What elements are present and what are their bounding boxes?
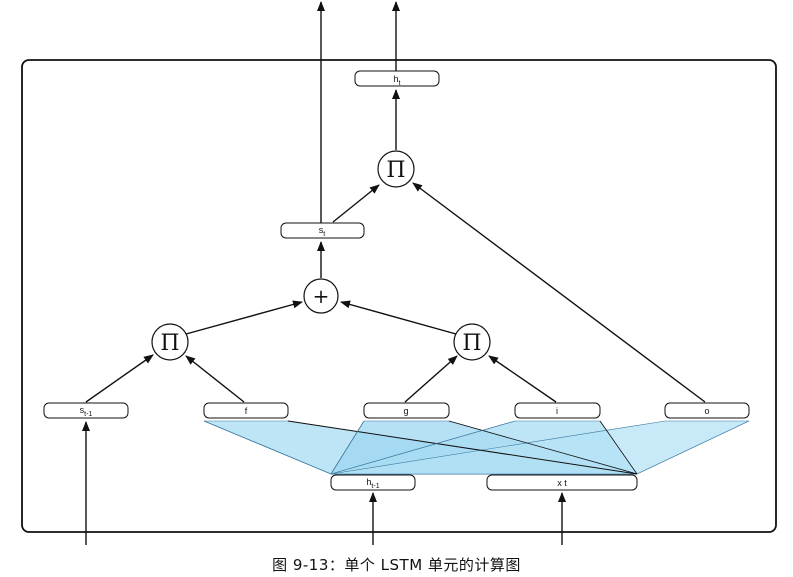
svg-text:i: i xyxy=(556,406,558,416)
operator-product-top: Π xyxy=(377,150,415,188)
node-g: g xyxy=(363,402,450,419)
svg-text:Π: Π xyxy=(386,158,405,183)
node-o: o xyxy=(664,402,750,419)
svg-text:x t: x t xyxy=(557,478,567,488)
edge-i-to-prodright xyxy=(488,355,557,403)
svg-text:Π: Π xyxy=(160,331,179,356)
svg-text:ht-1: ht-1 xyxy=(366,477,379,490)
edge-st-to-prodtop xyxy=(332,184,380,223)
svg-text:st: st xyxy=(319,225,326,238)
svg-text:st-1: st-1 xyxy=(80,405,93,418)
svg-text:g: g xyxy=(403,406,408,416)
svg-text:f: f xyxy=(245,406,248,416)
node-h-t: ht xyxy=(354,70,440,87)
svg-text:o: o xyxy=(704,406,709,416)
operator-product-left: Π xyxy=(151,323,189,361)
edge-prodright-to-sum xyxy=(340,300,457,335)
svg-text:ht: ht xyxy=(394,74,401,87)
operator-product-right: Π xyxy=(453,323,491,361)
edges xyxy=(82,1,706,545)
edge-prodleft-to-sum xyxy=(185,300,303,335)
node-f: f xyxy=(203,402,289,419)
svg-text:Π: Π xyxy=(462,331,481,356)
input-fan xyxy=(203,420,750,475)
edge-st1-to-prodleft xyxy=(85,354,154,403)
cell-frame xyxy=(21,59,777,533)
edge-f-to-prodleft xyxy=(185,355,245,403)
node-s-t-1: st-1 xyxy=(43,402,129,419)
figure-caption: 图 9-13：单个 LSTM 单元的计算图 xyxy=(272,556,521,574)
node-i: i xyxy=(514,402,601,419)
edge-o-to-prodtop xyxy=(412,182,706,403)
svg-text:+: + xyxy=(313,284,330,308)
edge-g-to-prodright xyxy=(404,355,458,403)
operator-sum: + xyxy=(303,278,339,314)
node-s-t: st xyxy=(280,222,365,239)
node-x-t: x t xyxy=(486,474,638,491)
node-h-t-1: ht-1 xyxy=(330,474,416,491)
